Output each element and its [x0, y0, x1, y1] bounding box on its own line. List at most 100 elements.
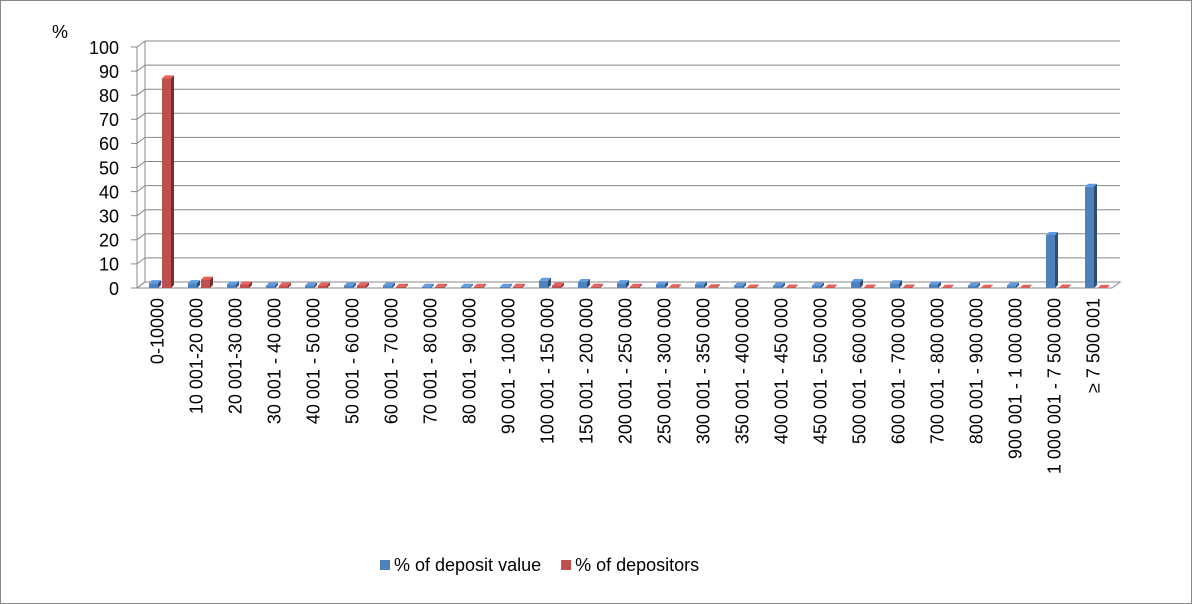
y-tick-label: 60: [99, 134, 119, 154]
bar-top: [851, 278, 863, 282]
x-tick-label: 250 001 - 300 000: [654, 298, 674, 444]
x-tick-label: 200 001 - 250 000: [615, 298, 635, 444]
bar: [591, 286, 600, 288]
bar-side: [899, 280, 902, 288]
grid-line-side: [136, 136, 146, 144]
bar-top: [240, 281, 252, 285]
bar: [968, 285, 977, 288]
x-tick-label: 70 001 - 80 000: [420, 298, 440, 424]
bar-side: [483, 283, 486, 288]
bar-side: [795, 284, 798, 288]
bar-top: [539, 277, 551, 281]
bar-top: [942, 284, 954, 288]
bar: [305, 285, 314, 288]
x-tick-label: 350 001 - 400 000: [732, 298, 752, 444]
x-tick-label: 700 001 - 800 000: [927, 298, 947, 444]
x-tick-label: 40 001 - 50 000: [303, 298, 323, 424]
bar-side: [405, 283, 408, 288]
bar: [734, 285, 743, 288]
bar-side: [873, 284, 876, 288]
bar: [474, 286, 483, 288]
bar-top: [305, 282, 317, 286]
bar: [500, 286, 509, 288]
x-tick-label: 450 001 - 500 000: [810, 298, 830, 444]
bar-side: [1016, 282, 1019, 288]
bar-top: [812, 282, 824, 286]
bar-side: [288, 282, 291, 288]
bar: [240, 284, 249, 288]
bar-side: [236, 281, 239, 288]
grid-line-side: [136, 40, 146, 48]
legend-label: % of deposit value: [394, 555, 541, 575]
bar-top: [708, 284, 720, 288]
bar-top: [630, 283, 642, 287]
bar-top: [344, 282, 356, 286]
bar-side: [821, 282, 824, 288]
bar-top: [227, 281, 239, 285]
x-tick-label: 30 001 - 40 000: [264, 298, 284, 424]
bar-side: [353, 282, 356, 288]
legend-swatch: [561, 560, 572, 570]
bar: [279, 285, 288, 288]
bar-side: [561, 282, 564, 288]
grid-line-side: [136, 185, 146, 193]
bar-top: [656, 281, 668, 285]
bar-top: [357, 282, 369, 286]
x-tick-label: 500 001 - 600 000: [849, 298, 869, 444]
x-tick-label: 1 000 001 - 7 500 000: [1044, 298, 1064, 474]
bar: [708, 287, 717, 288]
bar-top: [435, 283, 447, 287]
x-tick-label: 0-10000: [147, 298, 167, 364]
x-tick-label: 150 001 - 200 000: [576, 298, 596, 444]
legend-swatch: [380, 560, 390, 570]
grid-line-side: [136, 88, 146, 96]
bar-top: [1046, 231, 1058, 235]
bar-side: [990, 284, 993, 288]
x-tick-label: 50 001 - 60 000: [342, 298, 362, 424]
bar-side: [314, 282, 317, 288]
bar-side: [938, 281, 941, 288]
x-tick-label: 600 001 - 700 000: [888, 298, 908, 444]
bar-top: [578, 278, 590, 282]
bar: [188, 283, 197, 288]
bar-top: [201, 276, 213, 280]
grid-line-side: [136, 233, 146, 241]
bar-side: [600, 283, 603, 288]
bar-side: [548, 277, 551, 288]
y-tick-label: 50: [99, 158, 119, 178]
bar-side: [639, 283, 642, 288]
bar-side: [327, 282, 330, 288]
bar: [630, 286, 639, 288]
bar: [578, 281, 587, 288]
bar-top: [500, 283, 512, 287]
bar: [656, 284, 665, 288]
bar-top: [695, 281, 707, 285]
bar-top: [890, 280, 902, 284]
x-tick-label: ≥ 7 500 001: [1083, 298, 1103, 393]
bar-top: [552, 282, 564, 286]
bar-side: [275, 282, 278, 288]
y-tick-label: 90: [99, 62, 119, 82]
bar: [617, 283, 626, 288]
bar-top: [1020, 284, 1032, 288]
bar-top: [1007, 282, 1019, 286]
bar-side: [1107, 284, 1110, 288]
x-tick-label: 60 001 - 70 000: [381, 298, 401, 424]
bar-side: [665, 281, 668, 288]
bar: [1046, 234, 1055, 288]
bar-side: [522, 283, 525, 288]
bar-side: [717, 284, 720, 288]
bar-side: [197, 280, 200, 288]
bar-side: [977, 282, 980, 288]
bar-top: [825, 284, 837, 288]
y-tick-label: 40: [99, 182, 119, 202]
bar-side: [626, 280, 629, 288]
x-tick-label: 800 001 - 900 000: [966, 298, 986, 444]
bar-side: [249, 281, 252, 288]
bar-side: [704, 281, 707, 288]
bar-top: [747, 284, 759, 288]
bar-side: [509, 283, 512, 288]
bar-side: [444, 283, 447, 288]
bar-top: [1085, 183, 1097, 187]
